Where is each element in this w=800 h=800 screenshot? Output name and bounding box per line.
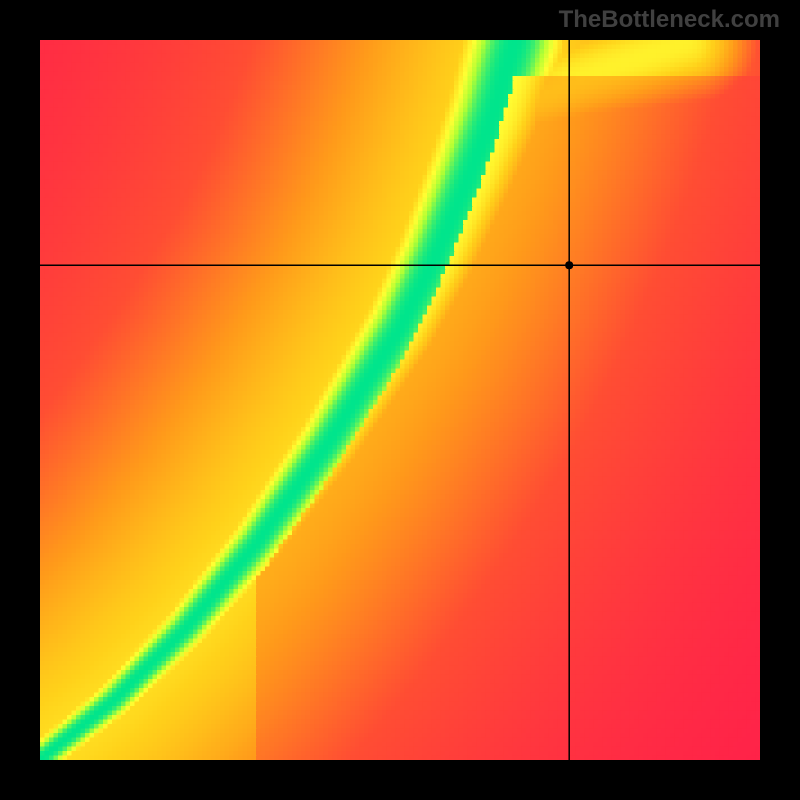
bottleneck-heatmap — [40, 40, 760, 760]
watermark: TheBottleneck.com — [559, 6, 780, 34]
